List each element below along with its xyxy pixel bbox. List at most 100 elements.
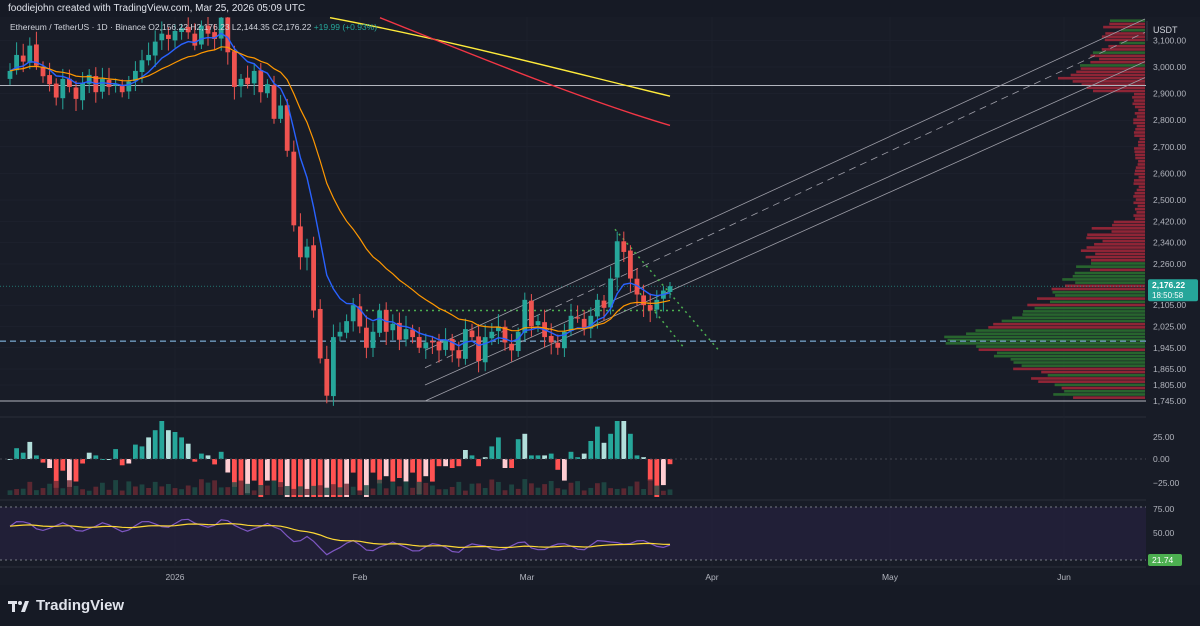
profile-bar bbox=[976, 345, 1145, 348]
profile-bar bbox=[1137, 189, 1145, 192]
volume-bar bbox=[272, 481, 277, 495]
volume-bar bbox=[509, 484, 514, 495]
volume-bar bbox=[555, 488, 560, 495]
volume-bar bbox=[608, 488, 613, 495]
volume-bar bbox=[113, 480, 118, 495]
volume-bar bbox=[542, 484, 547, 495]
candle-down bbox=[245, 78, 250, 85]
volume-bar bbox=[67, 480, 72, 495]
profile-bar bbox=[1103, 240, 1145, 243]
candle-up bbox=[615, 241, 620, 277]
macd-bar bbox=[615, 421, 620, 459]
profile-bar bbox=[1092, 227, 1145, 230]
macd-bar bbox=[529, 455, 534, 459]
profile-bar bbox=[1135, 217, 1145, 220]
y-tick-label: 2,800.00 bbox=[1153, 115, 1186, 125]
volume-bar bbox=[159, 486, 164, 495]
macd-bar bbox=[87, 453, 92, 459]
candle-down bbox=[450, 339, 455, 351]
profile-bar bbox=[1041, 371, 1145, 374]
profile-bar bbox=[1134, 93, 1145, 96]
profile-bar bbox=[1013, 361, 1145, 364]
volume-bar bbox=[536, 488, 541, 495]
profile-bar bbox=[1135, 154, 1145, 157]
candle-up bbox=[371, 332, 376, 348]
macd-bar bbox=[166, 430, 171, 459]
macd-bar bbox=[661, 459, 666, 485]
profile-bar bbox=[1137, 115, 1145, 118]
macd-bar bbox=[489, 446, 494, 459]
volume-bar bbox=[628, 486, 633, 495]
macd-bar bbox=[503, 459, 508, 468]
y-tick-label: 2,340.00 bbox=[1153, 238, 1186, 248]
profile-bar bbox=[1103, 26, 1145, 29]
tradingview-logo[interactable]: TradingView bbox=[8, 597, 124, 614]
candle-down bbox=[166, 35, 171, 39]
profile-bar bbox=[1087, 246, 1145, 249]
y-tick-label: 3,100.00 bbox=[1153, 35, 1186, 45]
profile-bar bbox=[1134, 134, 1145, 137]
volume-bar bbox=[357, 490, 362, 495]
profile-bar bbox=[1086, 256, 1145, 259]
volume-bar bbox=[14, 489, 19, 495]
macd-bar bbox=[522, 434, 527, 459]
candle-down bbox=[21, 56, 26, 62]
profile-bar bbox=[1002, 320, 1145, 323]
macd-bar bbox=[34, 455, 39, 459]
volume-bar bbox=[311, 486, 316, 495]
volume-bar bbox=[641, 489, 646, 495]
volume-bar bbox=[60, 488, 65, 495]
profile-bar bbox=[1013, 368, 1145, 371]
volume-bar bbox=[206, 483, 211, 495]
profile-bar bbox=[1023, 310, 1145, 313]
candle-up bbox=[265, 84, 270, 93]
profile-bar bbox=[1011, 358, 1145, 361]
profile-bar bbox=[1090, 61, 1145, 64]
volume-bar bbox=[615, 489, 620, 495]
volume-bar bbox=[258, 485, 263, 495]
profile-bar bbox=[1081, 67, 1145, 70]
macd-bar bbox=[21, 453, 26, 459]
profile-bar bbox=[1135, 208, 1145, 211]
macd-bar bbox=[41, 459, 46, 463]
y-tick-label: 2,600.00 bbox=[1153, 168, 1186, 178]
profile-bar bbox=[1073, 396, 1145, 399]
profile-bar bbox=[1135, 128, 1145, 131]
candle-down bbox=[74, 87, 79, 98]
candle-up bbox=[569, 316, 574, 331]
macd-bar bbox=[179, 437, 184, 459]
top-bar: foodiejohn created with TradingView.com,… bbox=[0, 0, 1200, 17]
macd-bar bbox=[146, 437, 151, 459]
chart-area[interactable]: USDT 3,100.00 3,000.00 2,900.00 2,800.00 2,7… bbox=[0, 17, 1200, 585]
macd-bar bbox=[549, 454, 554, 459]
volume-bar bbox=[549, 481, 554, 495]
volume-bar bbox=[417, 482, 422, 495]
profile-bar bbox=[1138, 205, 1145, 208]
macd-bar bbox=[668, 459, 673, 464]
profile-bar bbox=[946, 342, 1145, 345]
profile-bar bbox=[1135, 106, 1145, 109]
macd-bar bbox=[450, 459, 455, 468]
profile-bar bbox=[1035, 307, 1145, 310]
candle-up bbox=[153, 42, 158, 56]
volume-bar bbox=[371, 489, 376, 495]
volume-bar bbox=[285, 486, 290, 495]
candle-up bbox=[338, 332, 343, 337]
macd-bar bbox=[265, 459, 270, 481]
macd-bar bbox=[252, 459, 257, 481]
volume-bar bbox=[377, 480, 382, 495]
volume-bar bbox=[133, 486, 138, 495]
profile-bar bbox=[1139, 176, 1145, 179]
volume-bar bbox=[516, 489, 521, 495]
candle-down bbox=[456, 350, 461, 358]
macd-bar bbox=[133, 445, 138, 459]
macd-bar bbox=[206, 455, 211, 459]
profile-bar bbox=[1065, 285, 1145, 288]
candle-up bbox=[443, 340, 448, 350]
ohlc-values: O2,156.22 H2,176.23 L2,144.35 C2,176.22 bbox=[148, 22, 311, 32]
volume-bar bbox=[8, 490, 13, 495]
profile-bar bbox=[1094, 243, 1145, 246]
volume-bar bbox=[41, 488, 46, 495]
chart-svg[interactable]: USDT 3,100.00 3,000.00 2,900.00 2,800.00 2,7… bbox=[0, 17, 1200, 585]
profile-bar bbox=[1134, 99, 1145, 102]
